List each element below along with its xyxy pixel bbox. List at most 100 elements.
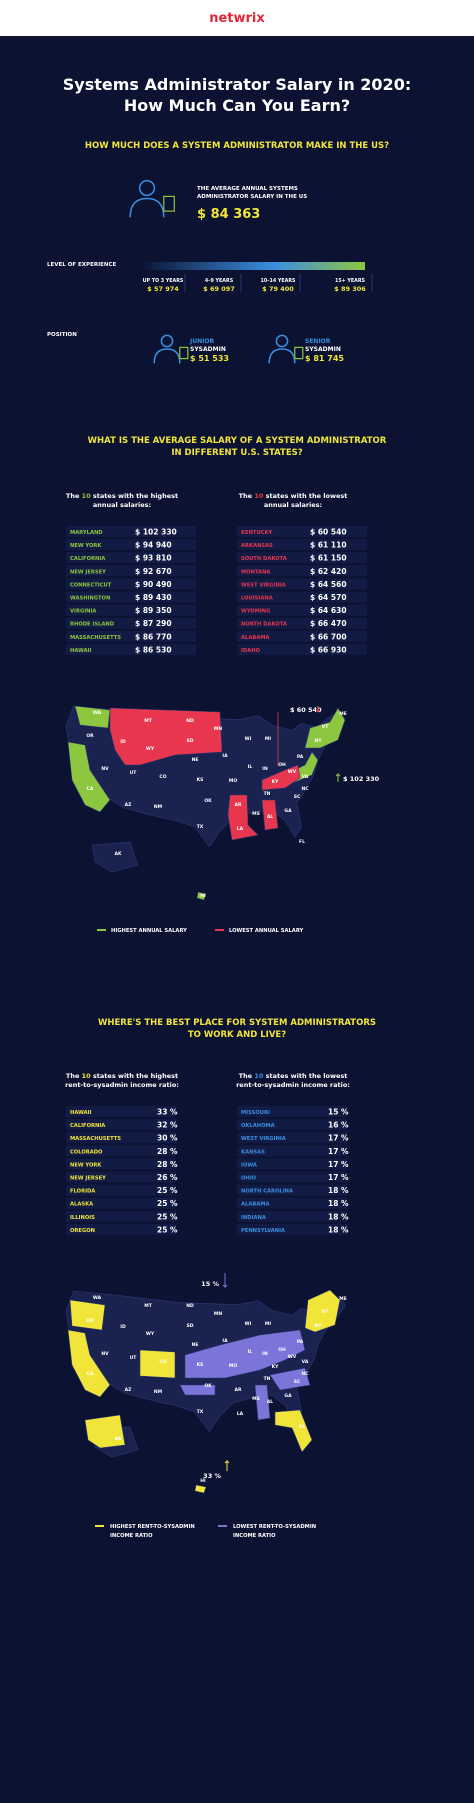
state-label: WI [245, 736, 252, 742]
table-intro: rent-to-sysadmin income ratio: [65, 1081, 179, 1089]
label: SYSADMIN [305, 346, 341, 353]
table-row [66, 1197, 176, 1209]
state-label: MT [144, 1303, 152, 1309]
table-value: 15 % [328, 1108, 349, 1117]
table-value: 25 % [157, 1199, 178, 1208]
table-value: 17 % [328, 1147, 349, 1156]
highlight-low [179, 1384, 216, 1396]
state-label: AL [267, 814, 273, 820]
table-row [66, 1223, 176, 1235]
state-name: SOUTH DAKOTA [241, 556, 287, 562]
label: $ 89 306 [334, 285, 366, 293]
table-row [237, 1171, 347, 1183]
state-name: CONNECTICUT [70, 582, 112, 588]
highlight-low [261, 764, 301, 791]
state-name: IDAHO [241, 648, 261, 654]
state-label: KY [272, 779, 279, 785]
state-name: ALASKA [70, 1202, 93, 1208]
state-name: ALABAMA [241, 635, 269, 641]
table-value: 18 % [328, 1225, 349, 1234]
state-name: MONTANA [241, 569, 270, 575]
state-name: VIRGINIA [70, 609, 96, 615]
table-row [237, 565, 367, 577]
state-label: AR [235, 1387, 242, 1393]
state-label: HI [200, 893, 206, 899]
intro-part: 10 [254, 1072, 264, 1080]
table-intro: rent-to-sysadmin income ratio: [236, 1081, 350, 1089]
state-label: OR [86, 1318, 94, 1324]
icon-server [294, 346, 304, 360]
highlight-low [109, 707, 223, 766]
table-intro: The 10 states with the lowest [239, 492, 348, 500]
state-label: OH [278, 762, 286, 768]
state-name: MISSOURI [241, 1110, 270, 1116]
state-label: TX [197, 1409, 204, 1415]
table-row [237, 1132, 347, 1144]
highlight-high [67, 741, 111, 813]
state-label: MO [229, 1363, 237, 1369]
state-label: NM [154, 1389, 163, 1395]
state-label: MO [229, 778, 237, 784]
table-row [237, 1197, 347, 1209]
arrow [335, 772, 341, 782]
label: SENIOR [305, 338, 331, 345]
legend-label: LOWEST RENT-TO-SYSADMIN [233, 1524, 316, 1530]
table-value: $ 87 290 [135, 619, 172, 628]
state-label: CO [159, 1359, 166, 1365]
table-row [66, 1106, 176, 1117]
state-label: MT [144, 718, 152, 724]
section-heading: IN DIFFERENT U.S. STATES? [171, 448, 302, 458]
table-value: $ 93 810 [135, 554, 172, 563]
intro-part: states with the highest [91, 492, 178, 500]
state-label: WY [146, 1331, 155, 1337]
callout: $ 102 330 [343, 775, 380, 783]
label: $ 69 097 [203, 285, 235, 293]
state-label: PA [297, 754, 304, 760]
logo: netwrix [209, 11, 265, 26]
state-label: NY [314, 738, 322, 744]
table-row [237, 1184, 347, 1196]
table-intro: annual salaries: [264, 501, 322, 509]
table-value: 17 % [328, 1160, 349, 1169]
highlight-low [254, 1384, 271, 1421]
state-label: MS [252, 1396, 260, 1402]
average-salary: $ 84 363 [197, 207, 260, 222]
label: 10–14 YEARS [260, 278, 296, 284]
state-label: ND [186, 1303, 194, 1309]
state-label: NM [154, 804, 163, 810]
table-value: 18 % [328, 1212, 349, 1221]
subsection-label: POSITION [47, 332, 77, 338]
table-value: 28 % [157, 1147, 178, 1156]
table-value: $ 61 110 [310, 541, 347, 550]
section-heading: WHAT IS THE AVERAGE SALARY OF A SYSTEM A… [88, 436, 387, 446]
highlight-high [74, 705, 111, 729]
state-label: MI [265, 1321, 271, 1327]
state-label: VA [302, 1359, 309, 1365]
table-row [237, 643, 367, 655]
table-value: $ 90 490 [135, 580, 172, 589]
state-label: MN [214, 1311, 222, 1317]
icon-head [275, 334, 289, 348]
state-label: UT [130, 1355, 138, 1361]
intro-part: The [66, 492, 82, 500]
arrow [315, 706, 321, 714]
table-row [66, 1145, 176, 1157]
intro-part: The [239, 492, 255, 500]
state-label: AZ [125, 1387, 132, 1393]
table-row [66, 591, 196, 603]
label: $ 51 533 [190, 354, 229, 363]
state-name: OHIO [241, 1176, 257, 1182]
state-name: INDIANA [241, 1215, 266, 1221]
table-row [237, 630, 367, 642]
table-row [237, 617, 367, 629]
state-name: HAWAII [70, 1110, 92, 1116]
table-row [66, 1210, 176, 1222]
state-label: KS [197, 1362, 204, 1368]
highlight-low [227, 794, 259, 841]
legend-label: INCOME RATIO [233, 1533, 276, 1539]
state-label: NE [192, 757, 199, 763]
section-heading: HOW MUCH DOES A SYSTEM ADMINISTRATOR MAK… [85, 141, 389, 151]
state-label: IA [222, 1338, 228, 1344]
state-name: FLORIDA [70, 1189, 95, 1195]
